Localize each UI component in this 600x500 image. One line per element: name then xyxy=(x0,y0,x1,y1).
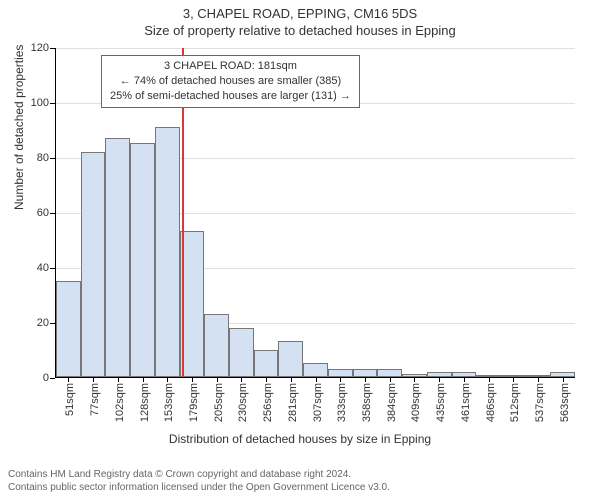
bar-slot: 486sqm xyxy=(476,48,501,377)
x-tick-mark xyxy=(489,377,490,382)
x-tick-label: 230sqm xyxy=(237,377,249,422)
x-tick-mark xyxy=(143,377,144,382)
y-tick-mark xyxy=(50,268,55,269)
annotation-box: 3 CHAPEL ROAD: 181sqm← 74% of detached h… xyxy=(101,55,360,108)
bar-slot: 435sqm xyxy=(427,48,452,377)
x-tick-label: 153sqm xyxy=(163,377,175,422)
bar xyxy=(303,363,328,377)
bar xyxy=(56,281,81,377)
y-tick-mark xyxy=(50,213,55,214)
x-tick-mark xyxy=(538,377,539,382)
bar-slot: 409sqm xyxy=(402,48,427,377)
x-tick-label: 486sqm xyxy=(485,377,497,422)
bar-slot: 461sqm xyxy=(452,48,477,377)
x-tick-mark xyxy=(266,377,267,382)
bar xyxy=(130,143,155,377)
bar xyxy=(377,369,402,377)
x-tick-mark xyxy=(217,377,218,382)
bar xyxy=(254,350,279,378)
bar-slot: 563sqm xyxy=(550,48,575,377)
x-tick-label: 563sqm xyxy=(559,377,571,422)
annotation-line: 25% of semi-detached houses are larger (… xyxy=(110,89,351,104)
y-tick-mark xyxy=(50,48,55,49)
y-tick-mark xyxy=(50,103,55,104)
x-tick-mark xyxy=(365,377,366,382)
x-tick-mark xyxy=(316,377,317,382)
x-tick-label: 435sqm xyxy=(435,377,447,422)
x-tick-mark xyxy=(192,377,193,382)
x-tick-mark xyxy=(563,377,564,382)
bar xyxy=(155,127,180,377)
x-tick-mark xyxy=(241,377,242,382)
x-tick-mark xyxy=(414,377,415,382)
bar-slot: 51sqm xyxy=(56,48,81,377)
chart-subtitle: Size of property relative to detached ho… xyxy=(0,21,600,38)
chart-plot-area: 51sqm77sqm102sqm128sqm153sqm179sqm205sqm… xyxy=(55,48,575,378)
x-tick-label: 77sqm xyxy=(89,377,101,416)
annotation-line: 3 CHAPEL ROAD: 181sqm xyxy=(110,59,351,74)
x-tick-label: 384sqm xyxy=(386,377,398,422)
bar-slot: 512sqm xyxy=(501,48,526,377)
plot-frame: 51sqm77sqm102sqm128sqm153sqm179sqm205sqm… xyxy=(55,48,575,378)
y-tick-mark xyxy=(50,378,55,379)
footer-line-1: Contains HM Land Registry data © Crown c… xyxy=(8,468,390,481)
bar xyxy=(204,314,229,377)
footer-line-2: Contains public sector information licen… xyxy=(8,481,390,494)
y-tick-mark xyxy=(50,158,55,159)
bar xyxy=(105,138,130,377)
bar-slot: 537sqm xyxy=(526,48,551,377)
x-tick-mark xyxy=(439,377,440,382)
x-tick-label: 256sqm xyxy=(262,377,274,422)
bar xyxy=(328,369,353,377)
x-tick-mark xyxy=(513,377,514,382)
y-axis-label: Number of detached properties xyxy=(12,45,26,210)
footer-attribution: Contains HM Land Registry data © Crown c… xyxy=(8,468,390,494)
x-tick-mark xyxy=(291,377,292,382)
bar xyxy=(278,341,303,377)
x-tick-label: 51sqm xyxy=(64,377,76,416)
x-tick-label: 179sqm xyxy=(188,377,200,422)
x-tick-label: 512sqm xyxy=(509,377,521,422)
x-tick-mark xyxy=(464,377,465,382)
x-tick-label: 358sqm xyxy=(361,377,373,422)
x-tick-label: 102sqm xyxy=(114,377,126,422)
x-tick-mark xyxy=(93,377,94,382)
x-tick-label: 461sqm xyxy=(460,377,472,422)
x-tick-mark xyxy=(167,377,168,382)
x-tick-label: 281sqm xyxy=(287,377,299,422)
annotation-line: ← 74% of detached houses are smaller (38… xyxy=(110,74,351,89)
x-tick-mark xyxy=(390,377,391,382)
x-tick-label: 409sqm xyxy=(410,377,422,422)
chart-title: 3, CHAPEL ROAD, EPPING, CM16 5DS xyxy=(0,0,600,21)
chart-container: 3, CHAPEL ROAD, EPPING, CM16 5DS Size of… xyxy=(0,0,600,500)
x-axis-label: Distribution of detached houses by size … xyxy=(0,432,600,446)
bar xyxy=(353,369,378,377)
x-tick-label: 307sqm xyxy=(312,377,324,422)
bar-slot: 384sqm xyxy=(377,48,402,377)
x-tick-mark xyxy=(68,377,69,382)
x-tick-label: 205sqm xyxy=(213,377,225,422)
y-tick-mark xyxy=(50,323,55,324)
bar xyxy=(229,328,254,378)
x-tick-mark xyxy=(340,377,341,382)
x-tick-label: 333sqm xyxy=(336,377,348,422)
x-tick-label: 128sqm xyxy=(139,377,151,422)
x-tick-label: 537sqm xyxy=(534,377,546,422)
bar xyxy=(81,152,106,378)
x-tick-mark xyxy=(118,377,119,382)
